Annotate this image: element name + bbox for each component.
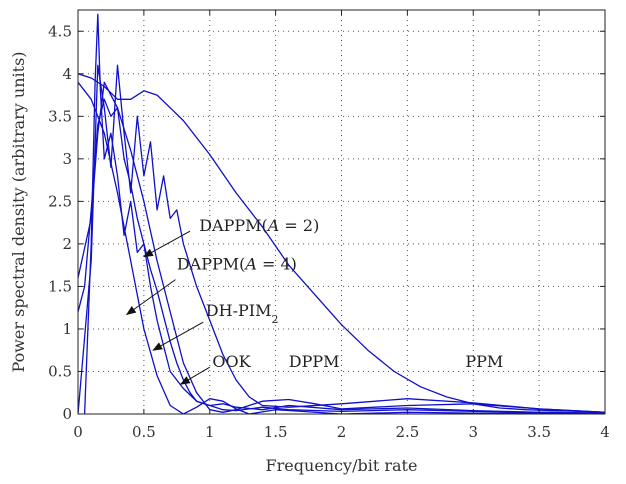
y-axis-label: Power spectral density (arbitrary units) bbox=[9, 51, 28, 372]
grid bbox=[78, 10, 605, 414]
annotations: DAPPM(A = 2) DAPPM(A = 4) DH-PIM2 OOK DPPM PP… bbox=[125, 216, 503, 385]
x-tick-label: 2.5 bbox=[395, 423, 419, 441]
x-tick-label: 1 bbox=[205, 423, 215, 441]
axis-ticks: 0 0.5 1 1.5 2 2.5 3 3.5 4 0 0.5 1 1.5 2 2.5 3 3.5 4 4.5 bbox=[48, 10, 610, 441]
x-tick-label: 3.5 bbox=[527, 423, 551, 441]
series-line-dappm-a-2 bbox=[78, 64, 605, 414]
annotation-dppm: DPPM bbox=[289, 352, 340, 371]
x-tick-label: 0.5 bbox=[132, 423, 156, 441]
y-tick-label: 2.5 bbox=[48, 192, 72, 210]
annotation-arrow-ook bbox=[179, 366, 211, 385]
annotation-arrow-dappm-a-2 bbox=[143, 230, 191, 258]
y-tick-label: 4.5 bbox=[48, 22, 72, 40]
y-tick-label: 3 bbox=[62, 150, 72, 168]
y-tick-label: 3.5 bbox=[48, 107, 72, 125]
series-line-ook bbox=[78, 81, 605, 414]
series-line-dh-pim2 bbox=[78, 98, 605, 414]
annotation-ook: OOK bbox=[212, 352, 251, 371]
y-tick-label: 0 bbox=[62, 405, 72, 423]
y-tick-label: 1.5 bbox=[48, 277, 72, 295]
annotation-arrow-dappm-a-4 bbox=[125, 279, 176, 316]
y-tick-label: 1 bbox=[62, 320, 72, 338]
x-tick-label: 0 bbox=[73, 423, 83, 441]
annotation-dh-pim2: DH-PIM2 bbox=[206, 301, 279, 326]
x-tick-label: 1.5 bbox=[264, 423, 288, 441]
x-tick-label: 3 bbox=[468, 423, 478, 441]
y-tick-label: 4 bbox=[62, 65, 72, 83]
y-tick-label: 0.5 bbox=[48, 362, 72, 380]
annotation-dappm-a-2: DAPPM(A = 2) bbox=[199, 216, 319, 235]
y-tick-label: 2 bbox=[62, 235, 72, 253]
annotation-arrow-dh-pim2 bbox=[152, 321, 204, 351]
series-lines bbox=[78, 13, 605, 414]
annotation-dappm-a-4: DAPPM(A = 4) bbox=[177, 254, 297, 273]
series-line-dappm-a-4 bbox=[83, 13, 605, 414]
x-tick-label: 2 bbox=[337, 423, 347, 441]
annotation-ppm: PPM bbox=[465, 352, 503, 371]
x-tick-label: 4 bbox=[600, 423, 610, 441]
series-line-dppm bbox=[78, 81, 605, 413]
series-line-ppm bbox=[78, 73, 605, 413]
x-axis-label: Frequency/bit rate bbox=[266, 456, 418, 475]
